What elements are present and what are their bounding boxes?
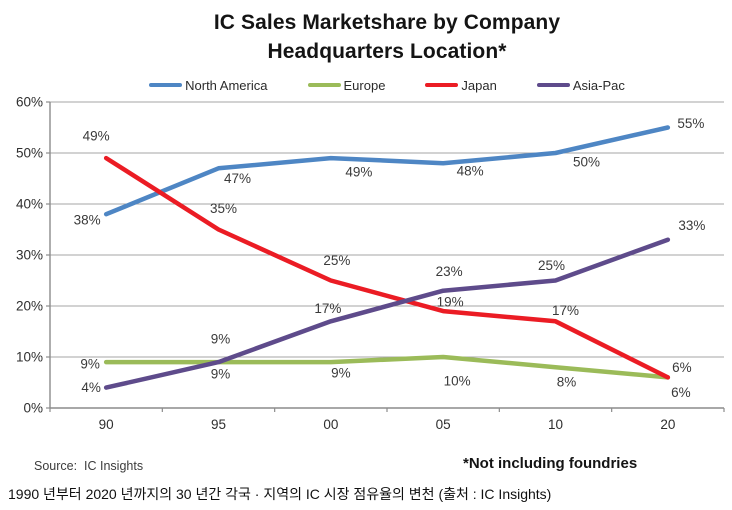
x-axis-label: 90: [99, 417, 114, 432]
data-label-asia-pac: 9%: [211, 332, 231, 347]
series-line-japan: [103, 155, 671, 380]
legend-label-europe: Europe: [343, 77, 386, 93]
line-chart: 0% 10% 20% 30% 40% 50% 60% 90 95 00 05 10 20 38% 47% 49…: [16, 95, 725, 432]
data-label-north-america: 49%: [345, 165, 372, 180]
chart-legend: North America Europe Japan Asia-Pac: [50, 77, 724, 93]
legend-swatch-japan: [425, 83, 459, 87]
x-axis-label: 05: [436, 417, 451, 432]
data-label-europe: 10%: [444, 374, 471, 389]
y-axis-label: 40%: [16, 197, 43, 212]
y-axis-label: 20%: [16, 299, 43, 314]
legend-label-north-america: North America: [185, 77, 268, 93]
legend-swatch-europe: [307, 83, 341, 87]
legend-item-europe: Europe: [307, 77, 386, 93]
series-line-asia-pac: [103, 237, 671, 390]
data-label-asia-pac: 17%: [314, 301, 341, 316]
y-axis-label: 0%: [23, 401, 43, 416]
x-axis-label: 10: [548, 417, 563, 432]
chart-figure: IC Sales Marketshare by Company Headquar…: [15, 8, 725, 473]
data-label-japan: 25%: [323, 253, 350, 268]
data-label-europe: 6%: [671, 385, 691, 400]
data-label-north-america: 48%: [457, 164, 484, 179]
data-label-europe: 9%: [211, 367, 231, 382]
y-axis-label: 50%: [16, 146, 43, 161]
data-label-japan: 35%: [210, 201, 237, 216]
data-label-japan: 19%: [437, 295, 464, 310]
data-label-north-america: 38%: [74, 213, 101, 228]
y-axis-label: 10%: [16, 350, 43, 365]
x-axis-label: 95: [211, 417, 226, 432]
data-label-north-america: 47%: [224, 171, 251, 186]
caption-korean: 1990 년부터 2020 년까지의 30 년간 각국 · 지역의 IC 시장 …: [8, 486, 552, 502]
series-line-europe: [103, 354, 671, 380]
legend-label-asia-pac: Asia-Pac: [572, 77, 625, 93]
data-label-japan: 49%: [83, 129, 110, 144]
data-label-north-america: 55%: [677, 116, 704, 131]
legend-label-japan: Japan: [461, 77, 497, 93]
x-axis-label: 00: [323, 417, 338, 432]
x-axis-label: 20: [660, 417, 675, 432]
legend-swatch-north-america: [149, 83, 183, 87]
data-label-japan: 6%: [672, 360, 692, 375]
legend-item-asia-pac: Asia-Pac: [536, 77, 625, 93]
chart-title: IC Sales Marketshare by Company Headquar…: [50, 8, 724, 66]
series-line-north-america: [103, 125, 671, 217]
data-label-asia-pac: 23%: [436, 264, 463, 279]
data-label-europe: 9%: [80, 357, 100, 372]
chart-title-line1: IC Sales Marketshare by Company: [213, 11, 561, 34]
legend-swatch-asia-pac: [536, 83, 570, 87]
data-label-europe: 8%: [557, 375, 577, 390]
data-label-asia-pac: 33%: [678, 218, 705, 233]
data-label-europe: 9%: [331, 366, 351, 381]
chart-title-line2: Headquarters Location*: [267, 40, 507, 63]
legend-item-japan: Japan: [425, 77, 497, 93]
footnote: *Not including foundries: [463, 455, 638, 472]
data-label-asia-pac: 25%: [538, 258, 565, 273]
data-label-north-america: 50%: [573, 155, 600, 170]
y-axis-label: 60%: [16, 95, 43, 110]
data-label-japan: 17%: [552, 303, 579, 318]
legend-item-north-america: North America: [149, 77, 268, 93]
source-note: Source: IC Insights: [34, 459, 144, 473]
data-label-asia-pac: 4%: [81, 380, 101, 395]
y-axis-label: 30%: [16, 248, 43, 263]
